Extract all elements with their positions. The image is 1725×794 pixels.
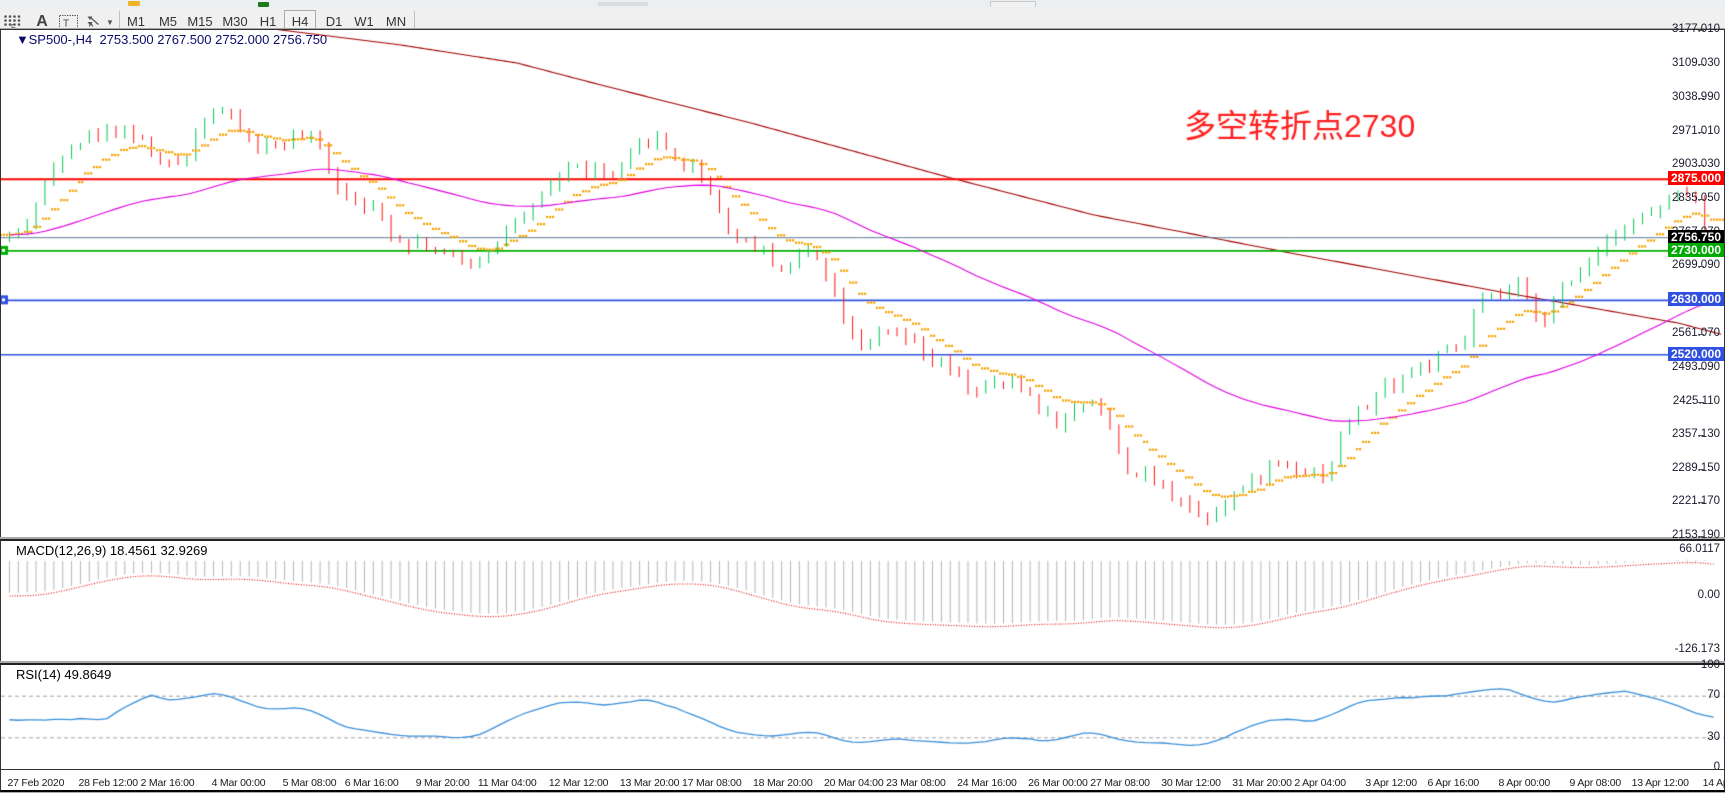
svg-text:T: T xyxy=(63,18,69,29)
